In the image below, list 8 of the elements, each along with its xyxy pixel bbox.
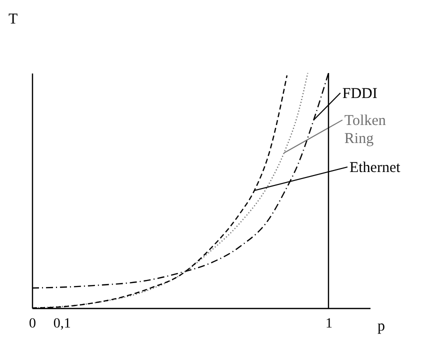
x-tick-label: 0	[29, 316, 36, 332]
x-tick-label: 0,1	[53, 316, 71, 332]
series-label: FDDI	[342, 86, 378, 102]
x-tick-label: 1	[325, 316, 332, 332]
y-axis-title: T	[8, 12, 18, 28]
legend-label: Tolken Ring	[344, 113, 386, 147]
text: Ethernet	[349, 160, 402, 176]
x-axis-title: p	[378, 318, 385, 334]
